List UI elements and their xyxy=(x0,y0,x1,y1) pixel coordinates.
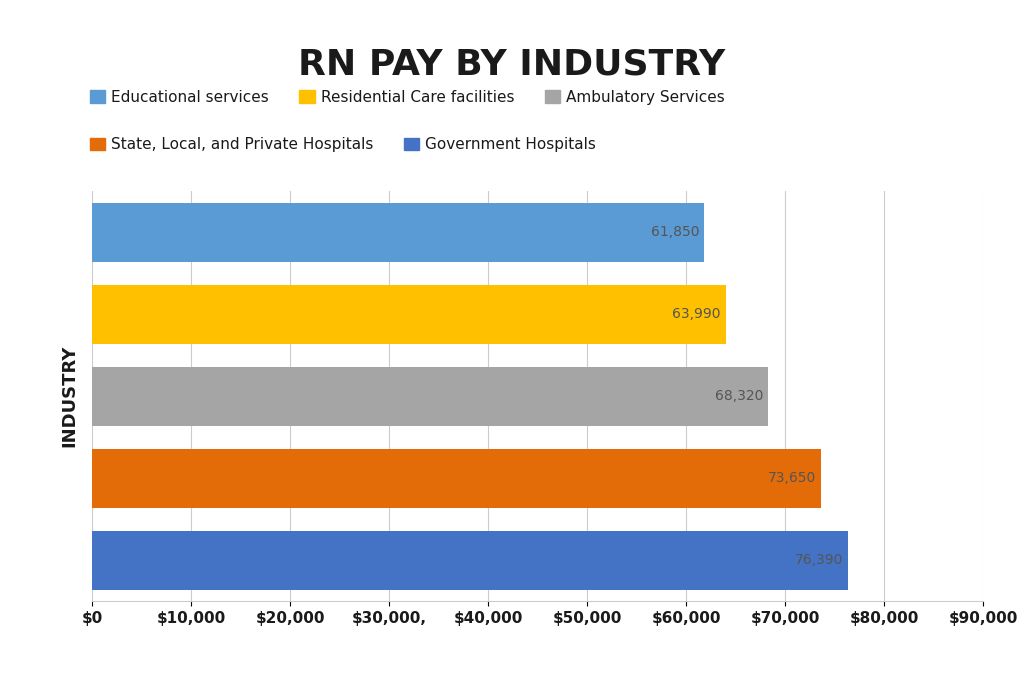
Text: 63,990: 63,990 xyxy=(672,307,721,321)
Y-axis label: INDUSTRY: INDUSTRY xyxy=(60,345,78,447)
Bar xyxy=(92,367,768,426)
Bar xyxy=(92,285,726,344)
Text: 61,850: 61,850 xyxy=(651,225,699,239)
Bar xyxy=(92,203,705,262)
Text: 68,320: 68,320 xyxy=(715,389,764,403)
Text: 76,390: 76,390 xyxy=(795,553,844,567)
Legend: Educational services, Residential Care facilities, Ambulatory Services: Educational services, Residential Care f… xyxy=(89,89,725,104)
Text: RN PAY BY INDUSTRY: RN PAY BY INDUSTRY xyxy=(298,48,726,82)
Legend: State, Local, and Private Hospitals, Government Hospitals: State, Local, and Private Hospitals, Gov… xyxy=(89,137,596,152)
Bar xyxy=(92,449,821,507)
Bar xyxy=(92,531,848,589)
Text: 73,650: 73,650 xyxy=(768,471,816,485)
